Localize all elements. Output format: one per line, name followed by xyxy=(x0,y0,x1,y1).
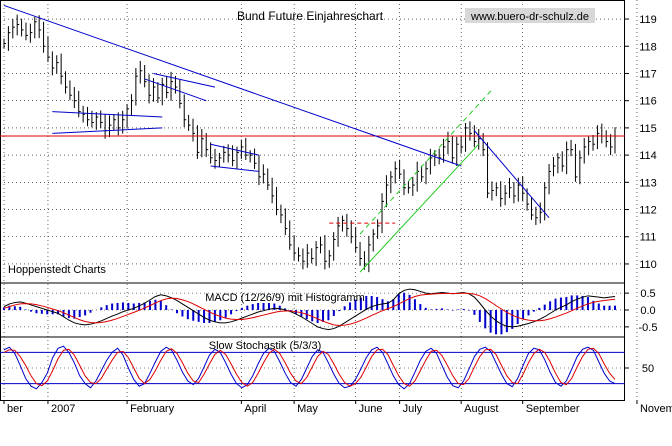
price-bars xyxy=(3,14,617,273)
channel-line-channel-upper xyxy=(359,89,493,235)
macd-title: MACD (12/26/9) mit Histogramm xyxy=(205,292,365,304)
stoch-k-line xyxy=(3,345,616,390)
x-tick-label: November xyxy=(640,403,672,415)
trendline-flag2-bottom xyxy=(210,165,260,172)
trendline-flag1-top xyxy=(52,111,163,118)
grid-layer xyxy=(0,0,638,400)
price-tick-label: 112 xyxy=(639,205,657,217)
price-y-axis: 110 111 112 113 114 115 116 117 118 119 xyxy=(625,14,657,271)
stochastic-title: Slow Stochastik (5/3/3) xyxy=(209,340,322,352)
price-tick-label: 117 xyxy=(639,68,657,80)
macd-tick-label: 0.5 xyxy=(640,288,655,300)
x-tick-label: ber xyxy=(7,403,23,415)
price-tick-label: 110 xyxy=(639,259,657,271)
x-tick-label: July xyxy=(403,403,423,415)
macd-series xyxy=(3,288,616,335)
macd-signal-line xyxy=(3,292,616,327)
chart-title: Bund Future Einjahreschart xyxy=(237,9,384,23)
price-tick-label: 118 xyxy=(639,41,657,53)
x-tick-label: February xyxy=(130,403,175,415)
trendline-wedge-top xyxy=(153,72,216,88)
x-tick-label: August xyxy=(464,403,498,415)
source-label: www.buero-dr-schulz.de xyxy=(470,11,589,23)
source-label-box xyxy=(465,8,595,23)
macd-tick-label: 0.0 xyxy=(640,305,655,317)
stoch-d-line xyxy=(3,347,616,387)
macd-tick-label: -0.5 xyxy=(639,322,658,334)
price-tick-label: 114 xyxy=(639,150,657,162)
trendline-flag1-bottom xyxy=(52,127,163,134)
stochastic-series xyxy=(0,345,625,390)
price-tick-label: 113 xyxy=(639,177,657,189)
trendline-september-downtrend xyxy=(473,130,550,219)
x-tick-label: September xyxy=(526,403,580,415)
trendline-wedge-bottom xyxy=(144,78,207,102)
trendline-annotations xyxy=(0,4,625,273)
chart-frame xyxy=(0,0,625,401)
trendline-main-downtrend xyxy=(3,4,462,167)
x-tick-label: April xyxy=(244,403,266,415)
x-tick-label: 2007 xyxy=(51,403,75,415)
provider-label: Hoppenstedt Charts xyxy=(8,264,106,276)
stoch-tick-label: 50 xyxy=(642,363,654,375)
price-tick-label: 115 xyxy=(639,123,657,135)
x-axis-labels: ber 2007 February April May June July August Sep… xyxy=(3,400,672,415)
macd-line xyxy=(3,288,616,331)
trendline-flag2-top xyxy=(210,143,260,156)
stochastic-y-axis: 50 xyxy=(625,363,654,375)
price-tick-label: 116 xyxy=(639,96,657,108)
price-tick-label: 111 xyxy=(640,232,657,244)
x-tick-label: May xyxy=(297,403,318,415)
x-tick-label: June xyxy=(359,403,383,415)
channel-line-channel-lower xyxy=(359,143,480,273)
price-tick-label: 119 xyxy=(639,14,657,26)
macd-y-axis: 0.5 0.0 -0.5 xyxy=(625,288,657,334)
